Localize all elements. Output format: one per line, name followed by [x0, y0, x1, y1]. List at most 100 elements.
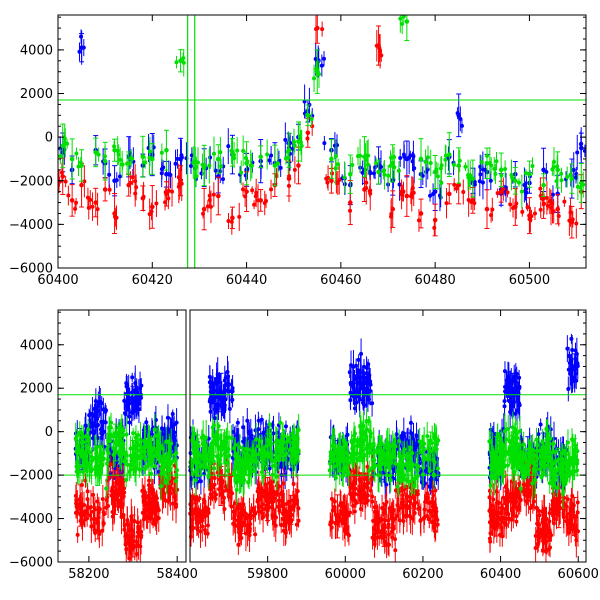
data-point — [279, 491, 284, 496]
data-point — [426, 155, 431, 160]
data-point — [573, 175, 578, 180]
data-point — [232, 156, 237, 161]
data-point — [241, 187, 246, 192]
data-point — [524, 190, 529, 195]
data-point — [484, 206, 490, 212]
data-point — [201, 163, 207, 168]
data-point — [208, 385, 213, 390]
data-point — [570, 379, 575, 384]
data-point — [508, 409, 513, 414]
data-point — [247, 529, 252, 534]
data-point — [312, 76, 317, 81]
data-point — [192, 496, 197, 501]
data-point — [310, 124, 315, 129]
data-point — [198, 479, 203, 484]
data-point — [373, 509, 378, 514]
data-point — [164, 191, 169, 197]
data-point — [147, 149, 152, 154]
data-point — [509, 388, 515, 393]
data-point — [214, 378, 219, 383]
data-point — [164, 171, 169, 177]
data-point — [265, 152, 270, 157]
data-point — [411, 190, 416, 195]
data-point — [170, 411, 175, 416]
data-point — [425, 514, 430, 519]
data-point — [345, 432, 350, 437]
data-point — [207, 163, 212, 168]
data-point — [168, 491, 173, 496]
data-point — [365, 464, 370, 469]
data-point — [236, 522, 241, 527]
data-point — [238, 526, 243, 531]
data-point — [218, 390, 224, 395]
data-point — [85, 195, 90, 200]
data-point — [250, 437, 255, 442]
data-point — [393, 548, 398, 553]
data-point — [130, 396, 136, 402]
data-point — [256, 482, 261, 487]
data-point — [398, 16, 403, 21]
data-point — [562, 199, 567, 204]
data-point — [205, 531, 210, 536]
data-point — [175, 156, 180, 161]
data-point — [548, 205, 553, 210]
data-point — [214, 492, 219, 497]
data-point — [160, 426, 165, 431]
data-point — [226, 219, 231, 224]
data-point — [291, 503, 296, 508]
data-point — [73, 206, 78, 211]
data-point — [351, 364, 356, 369]
data-point — [502, 369, 507, 374]
data-point — [470, 198, 476, 203]
data-point — [267, 158, 272, 163]
data-point — [211, 192, 216, 197]
data-point — [522, 182, 527, 187]
data-point — [325, 180, 330, 185]
data-point — [202, 528, 207, 533]
data-point — [95, 422, 101, 428]
data-point — [232, 516, 237, 521]
data-point — [541, 195, 546, 201]
data-point — [418, 156, 424, 162]
data-point — [178, 178, 183, 184]
data-point — [444, 201, 449, 206]
data-point — [143, 160, 148, 165]
data-point — [451, 162, 456, 167]
data-point — [239, 170, 244, 175]
data-point — [172, 488, 177, 493]
data-point — [207, 197, 212, 202]
data-point — [479, 159, 484, 164]
data-point — [229, 388, 234, 393]
data-point — [432, 169, 438, 175]
data-point — [356, 357, 361, 362]
data-point — [374, 161, 379, 166]
data-point — [358, 153, 363, 158]
data-point — [404, 19, 410, 24]
data-point — [552, 159, 557, 164]
data-point — [107, 187, 112, 192]
data-point — [402, 434, 407, 439]
data-point — [392, 165, 397, 170]
data-point — [428, 193, 433, 198]
data-point — [391, 526, 396, 531]
data-point — [498, 167, 504, 173]
data-point — [401, 15, 406, 19]
x-tick-label: 60400 — [37, 273, 78, 288]
data-point — [396, 168, 401, 173]
data-point — [354, 400, 359, 405]
data-point — [255, 497, 260, 502]
data-point — [567, 353, 572, 358]
data-point — [95, 499, 100, 504]
data-point — [254, 190, 259, 195]
x-tick-label: 60480 — [414, 273, 455, 288]
data-point — [130, 375, 135, 380]
data-point — [95, 207, 100, 212]
data-point — [480, 180, 485, 185]
data-point — [205, 204, 210, 209]
data-point — [100, 431, 105, 436]
data-point — [498, 189, 504, 194]
data-point — [459, 123, 464, 128]
data-point — [75, 532, 80, 537]
data-point — [284, 520, 289, 525]
data-point — [215, 408, 220, 413]
